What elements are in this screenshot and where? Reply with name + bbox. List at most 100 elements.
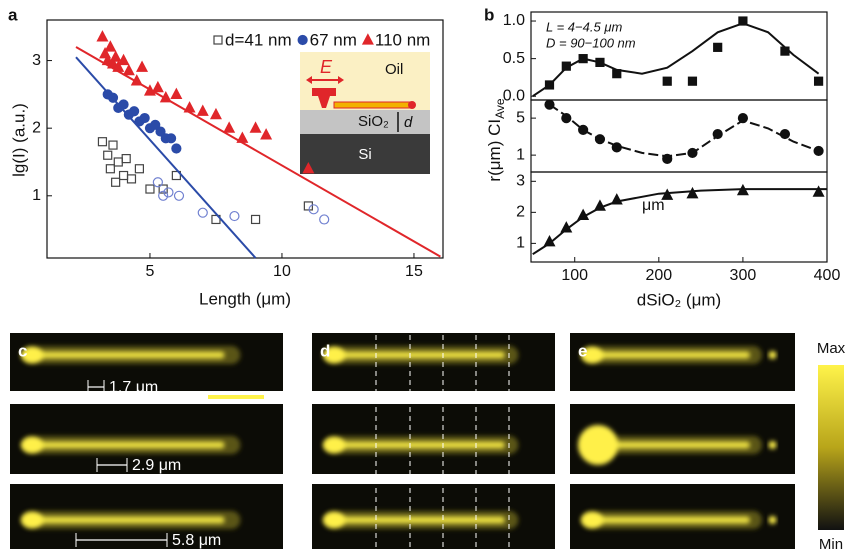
marker-circle xyxy=(152,177,163,188)
marker-triangle xyxy=(249,121,262,133)
glow-source xyxy=(323,437,345,453)
marker-triangle xyxy=(170,87,183,99)
marker-circle xyxy=(813,145,824,157)
colorbar xyxy=(818,365,844,530)
glow-source xyxy=(21,437,43,453)
marker-square xyxy=(134,164,144,174)
marker-circle xyxy=(150,119,161,130)
marker-square xyxy=(687,76,698,86)
glow-wire xyxy=(588,351,750,359)
image-panels: c d e 1.7 μm 2.9 μm 5.8 μm xyxy=(10,333,795,549)
sio2-layer xyxy=(300,110,430,134)
y-tick-label: 0.0 xyxy=(503,87,525,104)
marker-circle xyxy=(297,34,308,46)
y-axis-label-sub: Ave xyxy=(493,98,507,119)
tip xyxy=(312,88,336,108)
marker-circle xyxy=(308,204,319,215)
marker-triangle xyxy=(109,50,122,62)
marker-square xyxy=(662,76,672,86)
panel-label: d xyxy=(320,341,330,360)
x-axis-label: Length (μm) xyxy=(199,289,291,308)
substrate-label: Si xyxy=(358,146,371,163)
marker-circle xyxy=(158,190,169,201)
marker-circle xyxy=(173,190,185,201)
glow-source xyxy=(581,512,603,528)
marker-circle xyxy=(129,106,140,117)
marker-circle xyxy=(561,113,572,124)
marker-square xyxy=(111,177,121,187)
fit-line xyxy=(548,103,819,158)
y-tick-label: 3 xyxy=(516,173,525,190)
y-tick-label: 0.5 xyxy=(503,50,525,67)
y-axis-label: lg(I) (a.u.) xyxy=(9,103,28,177)
plot-frame xyxy=(530,171,828,263)
colorbar-min: Min xyxy=(819,536,843,553)
glow-end xyxy=(768,516,777,524)
y-tick-label: 1 xyxy=(516,146,525,163)
field-label: E xyxy=(320,57,333,77)
panel-label: a xyxy=(8,5,18,24)
glow-wire xyxy=(588,441,750,449)
marker-triangle xyxy=(136,60,149,72)
glow-source xyxy=(21,347,43,363)
y-tick-label: 5 xyxy=(516,109,525,126)
glow-source xyxy=(323,347,345,363)
marker-triangle xyxy=(260,128,273,140)
y-tick-label: 1 xyxy=(516,235,525,252)
wire-end xyxy=(408,101,416,109)
y-tick-label: 2 xyxy=(516,204,525,221)
thickness-label: d xyxy=(404,114,413,131)
marker-circle xyxy=(229,210,240,222)
medium-label: Oil xyxy=(385,61,403,78)
glow-source xyxy=(578,425,618,465)
marker-square xyxy=(158,184,168,194)
y-tick-label: 1 xyxy=(32,187,41,204)
x-tick-label: 300 xyxy=(730,267,757,284)
marker-triangle xyxy=(361,33,374,45)
marker-square xyxy=(105,164,115,174)
marker-square xyxy=(118,170,129,181)
glow-end xyxy=(768,441,777,449)
inset: E Oil SiO₂ d Si xyxy=(300,52,430,174)
legend-label: 67 nm xyxy=(310,30,357,49)
x-tick-label: 15 xyxy=(405,263,423,280)
marker-square xyxy=(171,170,181,181)
marker-square xyxy=(108,140,118,150)
marker-triangle xyxy=(302,161,315,174)
glow-wire xyxy=(330,351,505,359)
marker-square xyxy=(813,76,824,86)
panel-label: e xyxy=(578,341,587,360)
marker-triangle xyxy=(96,30,109,42)
glow-wire xyxy=(330,441,505,449)
fit-line xyxy=(532,22,820,98)
marker-square xyxy=(103,150,113,160)
marker-triangle xyxy=(196,104,209,116)
glow-wire xyxy=(330,516,505,524)
marker-triangle xyxy=(223,121,236,133)
y-tick-label: 1.0 xyxy=(503,12,525,29)
x-tick-label: 5 xyxy=(146,263,155,280)
layer-label: SiO₂ xyxy=(358,113,389,130)
fit-line xyxy=(75,56,257,259)
glow-wire xyxy=(588,516,750,524)
x-tick-label: 10 xyxy=(273,263,291,280)
y-axis-label: r(μm) CIAve xyxy=(485,98,507,181)
marker-triangle xyxy=(151,80,164,93)
nanowire xyxy=(333,101,413,109)
marker-triangle xyxy=(104,40,117,52)
annotation: D = 90−100 nm xyxy=(546,35,636,50)
annotation: L = 4−4.5 μm xyxy=(546,19,622,34)
marker-square xyxy=(97,137,108,147)
marker-square xyxy=(713,42,723,52)
marker-square xyxy=(121,154,131,164)
legend-label: d=41 nm xyxy=(225,30,292,49)
marker-circle xyxy=(155,126,166,137)
marker-triangle xyxy=(117,53,130,66)
marker-circle xyxy=(171,143,182,154)
y-axis-label-main: r(μm) CI xyxy=(485,119,504,182)
legend-label: 110 nm xyxy=(375,30,430,49)
fit-line xyxy=(532,188,827,256)
x-axis-label: dSiO₂ (μm) xyxy=(637,290,721,309)
glow-wire xyxy=(28,441,225,449)
